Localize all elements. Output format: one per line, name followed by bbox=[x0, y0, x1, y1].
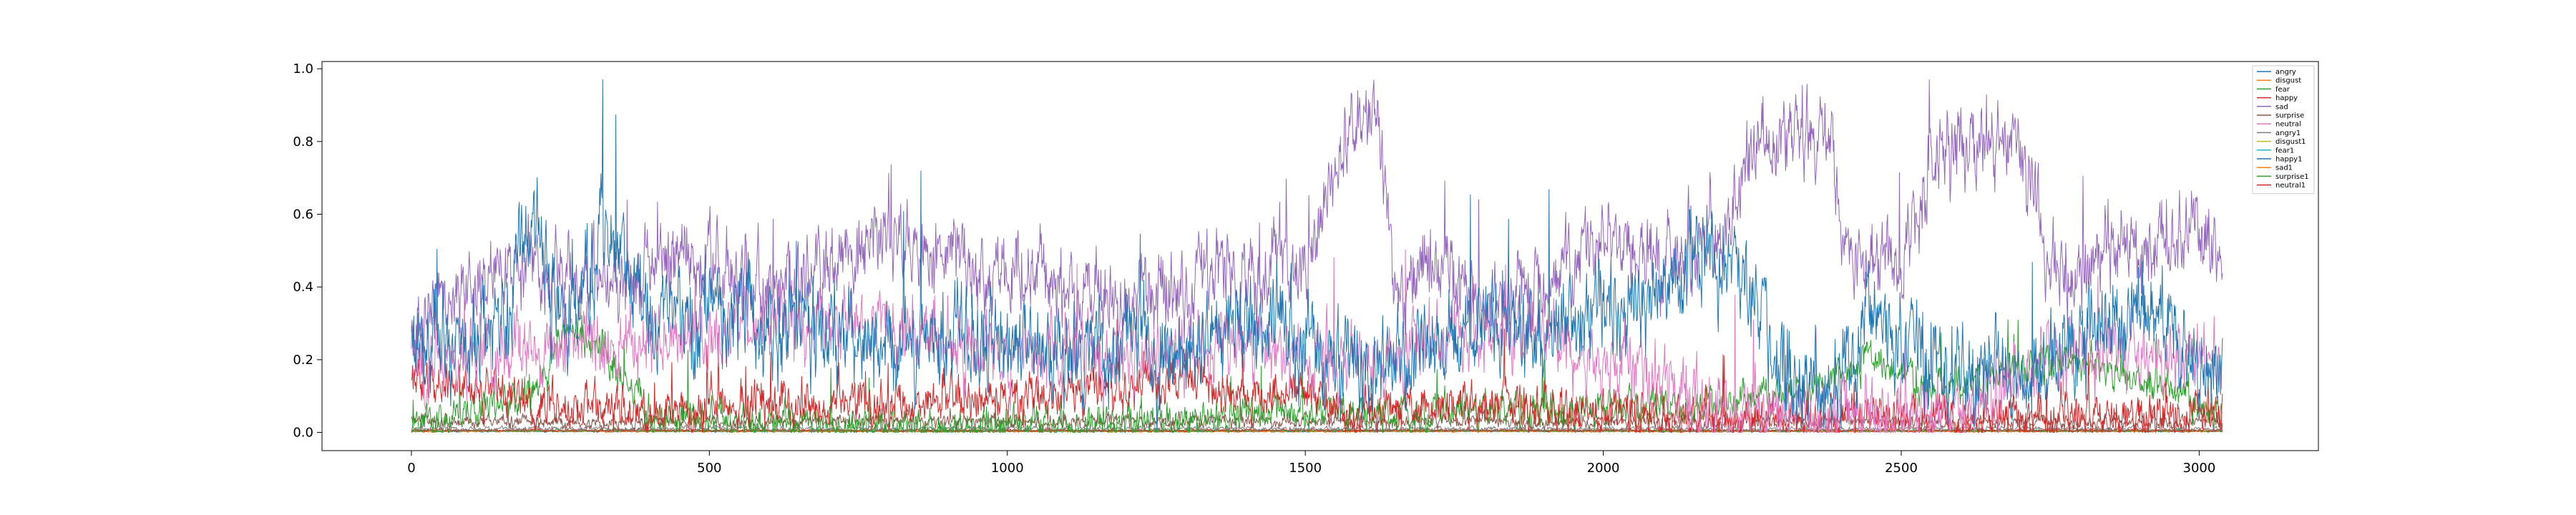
y-tick-label: 0.6 bbox=[293, 207, 313, 222]
legend-label-happy1: happy1 bbox=[2275, 156, 2302, 164]
plot-frame bbox=[321, 61, 2319, 451]
legend-label-fear: fear bbox=[2275, 86, 2290, 94]
series-line-neutral bbox=[411, 240, 2223, 433]
x-tick-label: 3000 bbox=[2183, 461, 2216, 476]
legend-label-disgust1: disgust1 bbox=[2275, 138, 2306, 146]
x-axis: 0 500 1000 1500 2000 2500 3000 bbox=[407, 451, 2215, 476]
legend-label-happy: happy bbox=[2275, 94, 2298, 102]
legend-label-sad1: sad1 bbox=[2275, 165, 2293, 172]
y-tick-label: 0.8 bbox=[293, 134, 313, 149]
legend-label-angry: angry bbox=[2275, 69, 2296, 77]
y-tick-label: 0.4 bbox=[293, 280, 313, 295]
legend-label-neutral: neutral bbox=[2275, 121, 2301, 129]
x-tick-label: 0 bbox=[407, 461, 415, 476]
legend-label-fear1: fear1 bbox=[2275, 147, 2294, 154]
legend-label-neutral1: neutral1 bbox=[2275, 182, 2306, 190]
y-axis: 0.0 0.2 0.4 0.6 0.8 1.0 bbox=[293, 62, 322, 441]
y-tick-label: 0.0 bbox=[293, 426, 313, 441]
series-line-happy bbox=[411, 319, 2223, 433]
x-tick-label: 500 bbox=[697, 461, 721, 476]
legend-label-sad: sad bbox=[2275, 103, 2288, 111]
x-tick-label: 2500 bbox=[1885, 461, 1918, 476]
x-tick-label: 2000 bbox=[1587, 461, 1620, 476]
x-tick-label: 1500 bbox=[1289, 461, 1322, 476]
legend-label-surprise: surprise bbox=[2275, 112, 2304, 120]
x-tick-label: 1000 bbox=[991, 461, 1024, 476]
series-line-angry bbox=[411, 79, 2223, 431]
legend: angrydisgustfearhappysadsurpriseneutrala… bbox=[2252, 65, 2315, 195]
legend-label-disgust: disgust bbox=[2275, 77, 2301, 85]
legend-label-surprise1: surprise1 bbox=[2275, 173, 2309, 181]
y-tick-label: 1.0 bbox=[293, 62, 313, 77]
series-layer bbox=[411, 79, 2223, 433]
series-line-sad bbox=[411, 79, 2223, 374]
legend-label-angry1: angry1 bbox=[2275, 129, 2301, 137]
y-tick-label: 0.2 bbox=[293, 353, 313, 368]
